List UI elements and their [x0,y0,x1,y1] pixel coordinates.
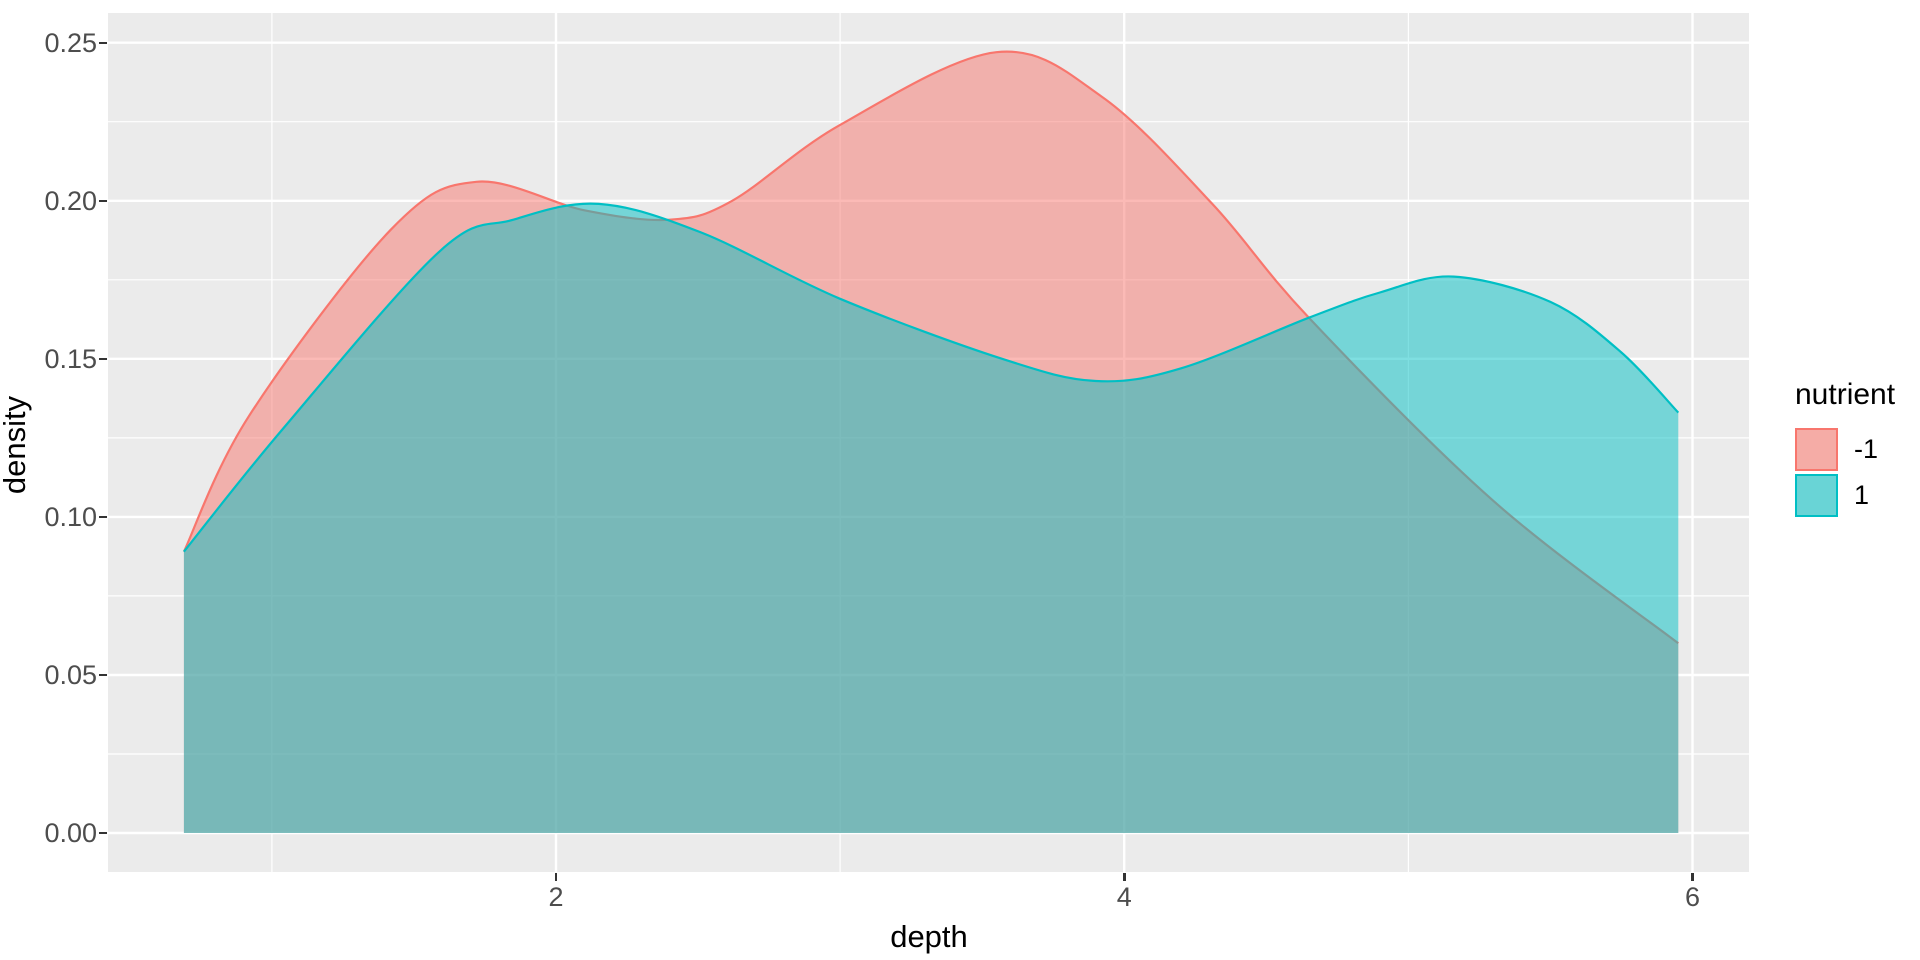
density-line-1 [183,202,1680,553]
x-tick-label: 4 [1116,882,1132,912]
y-tick-mark [99,832,107,835]
x-tick-mark [1123,873,1126,881]
y-tick-mark [99,515,107,519]
x-tick-label: 2 [548,882,564,912]
legend-label--1: -1 [1854,434,1879,464]
y-tick-label: 0.20 [44,185,97,216]
y-tick-label: 0.00 [44,818,97,849]
density-area-1 [183,203,1679,833]
y-tick-label: 0.15 [44,343,97,374]
x-tick-label: 6 [1684,882,1700,912]
x-tick-mark [1691,873,1694,881]
legend-keys: -1 1 [1795,428,1895,517]
legend-key-1: 1 [1795,474,1895,517]
plot-panel [108,13,1749,872]
y-tick-label: 0.10 [44,501,97,532]
y-axis-title: density [0,395,32,495]
y-tick-mark [99,357,107,361]
y-tick-label: 0.05 [44,659,97,690]
legend-label-1: 1 [1854,480,1870,510]
y-tick-mark [99,673,107,677]
legend-swatch-1 [1795,474,1838,517]
x-tick-mark [555,873,558,881]
y-tick-mark [99,41,107,45]
legend: nutrient -1 1 [1795,378,1895,520]
legend-title: nutrient [1795,378,1896,411]
plot-area-svg [108,13,1749,872]
y-tick-label: 0.25 [44,27,97,58]
legend-swatch--1 [1795,428,1838,471]
legend-key--1: -1 [1795,428,1895,471]
x-axis-title: depth [890,919,968,954]
y-tick-mark [99,199,107,203]
